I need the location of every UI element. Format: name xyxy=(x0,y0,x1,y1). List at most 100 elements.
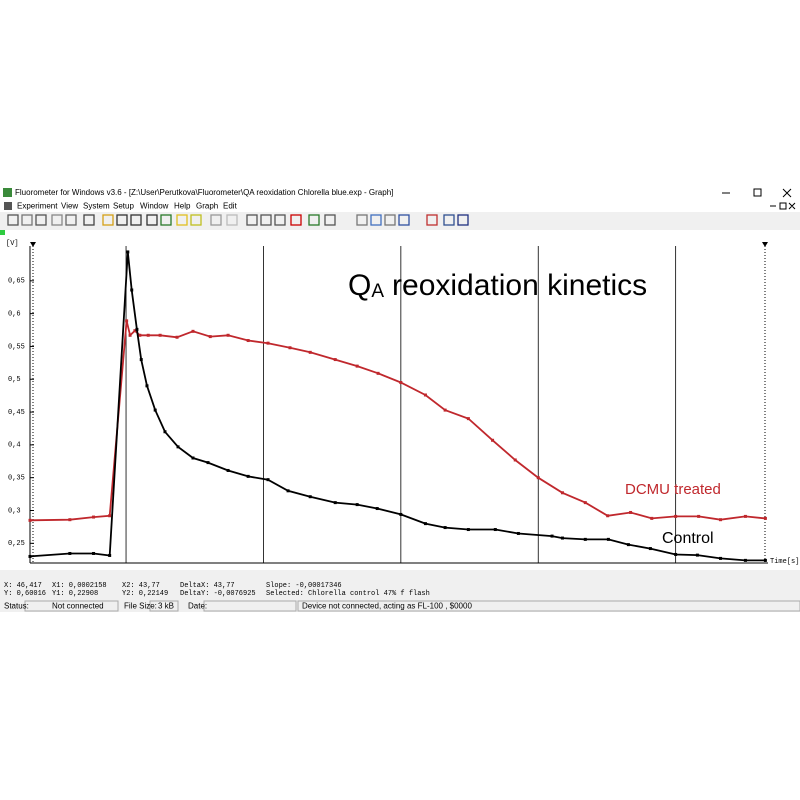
data-point xyxy=(536,476,540,480)
toolbar-button[interactable] xyxy=(102,214,114,226)
toolbar-button[interactable] xyxy=(443,214,455,226)
data-point xyxy=(125,319,129,323)
toolbar-button[interactable] xyxy=(398,214,410,226)
y-tick-label: 0,4 xyxy=(8,442,21,450)
data-point xyxy=(130,288,134,292)
toolbar-button[interactable] xyxy=(190,214,202,226)
toolbar-button[interactable] xyxy=(83,214,95,226)
toolbar-button[interactable] xyxy=(146,214,158,226)
status-text: Device not connected, acting as FL-100 ,… xyxy=(302,602,472,611)
toolbar-button[interactable] xyxy=(116,214,128,226)
chart-title: QA reoxidation kinetics xyxy=(348,269,647,302)
menu-item[interactable]: Edit xyxy=(223,202,238,211)
data-point xyxy=(399,512,403,516)
close-button[interactable] xyxy=(782,188,792,198)
y-tick-label: 0,25 xyxy=(8,540,25,548)
data-point xyxy=(288,346,292,350)
data-point xyxy=(158,333,162,337)
data-point xyxy=(126,250,130,254)
toolbar-button[interactable] xyxy=(370,214,382,226)
data-point xyxy=(208,335,212,339)
y-unit: [V] xyxy=(6,240,19,248)
data-point xyxy=(226,468,230,472)
toolbar-button[interactable] xyxy=(130,214,142,226)
toolbar-button[interactable] xyxy=(176,214,188,226)
cursor-value: Y2: 0,22149 xyxy=(122,590,168,598)
toolbar-button[interactable] xyxy=(160,214,172,226)
menu: Experiment View System Setup Window Help Graph… xyxy=(17,202,238,211)
toolbar-button[interactable] xyxy=(35,214,47,226)
cursor-value: X2: 43,77 xyxy=(122,582,160,590)
status-field xyxy=(203,600,297,612)
cursor-marker[interactable] xyxy=(762,242,768,247)
data-point xyxy=(133,329,137,333)
cursor-value: DeltaY: -0,0076925 xyxy=(180,590,256,598)
menu-item[interactable]: View xyxy=(61,202,78,211)
status-text: Not connected xyxy=(52,602,104,611)
status-bar: Status: Not connected File Size: 3 kB Date: D… xyxy=(0,600,800,612)
toolbar-button[interactable] xyxy=(226,214,238,226)
toolbar-button[interactable] xyxy=(51,214,63,226)
cursor-marker[interactable] xyxy=(30,242,36,247)
data-point xyxy=(138,333,142,337)
info-panel xyxy=(0,571,800,600)
toolbar-button[interactable] xyxy=(356,214,368,226)
data-point xyxy=(513,458,517,462)
data-point xyxy=(145,384,149,388)
menu-item[interactable]: Window xyxy=(140,202,169,211)
y-tick-label: 0,5 xyxy=(8,376,21,384)
data-point xyxy=(206,461,210,465)
toolbar-button[interactable] xyxy=(65,214,77,226)
data-point xyxy=(266,478,270,482)
data-point xyxy=(695,553,699,557)
data-point xyxy=(443,526,447,530)
data-point xyxy=(375,507,379,511)
data-point xyxy=(648,547,652,551)
toolbar-button[interactable] xyxy=(21,214,33,226)
toolbar-button[interactable] xyxy=(246,214,258,226)
data-point xyxy=(286,489,290,493)
mdi-buttons[interactable] xyxy=(770,202,796,210)
menu-item[interactable]: Help xyxy=(174,202,191,211)
toolbar-button[interactable] xyxy=(324,214,336,226)
toolbar-button[interactable] xyxy=(274,214,286,226)
toolbar-button[interactable] xyxy=(260,214,272,226)
toolbar-button[interactable] xyxy=(308,214,320,226)
menu-item[interactable]: Graph xyxy=(196,202,218,211)
data-point xyxy=(376,371,380,375)
menu-item[interactable]: Setup xyxy=(113,202,134,211)
data-point xyxy=(92,551,96,555)
title-bar xyxy=(0,185,800,200)
data-point xyxy=(68,551,72,555)
data-point xyxy=(146,333,150,337)
data-point xyxy=(491,438,495,442)
toolbar-button[interactable] xyxy=(290,214,302,226)
toolbar-button[interactable] xyxy=(426,214,438,226)
status-text: Status: xyxy=(4,602,29,611)
menu-item[interactable]: System xyxy=(83,202,110,211)
data-point xyxy=(466,528,470,532)
data-point xyxy=(108,553,112,557)
x-unit: Time[s] xyxy=(770,558,799,566)
data-point xyxy=(135,327,139,331)
data-point xyxy=(28,554,32,558)
data-point xyxy=(333,501,337,505)
cursor-value: X1: 0,0002158 xyxy=(52,582,107,590)
series-label: DCMU treated xyxy=(625,481,721,498)
title-text: reoxidation kinetics xyxy=(392,269,647,302)
menu-item[interactable]: Experiment xyxy=(17,202,58,211)
toolbar-button[interactable] xyxy=(457,214,469,226)
data-point xyxy=(108,514,112,518)
data-point xyxy=(516,531,520,535)
data-point xyxy=(175,335,179,339)
toolbar-button[interactable] xyxy=(7,214,19,226)
y-tick-label: 0,3 xyxy=(8,507,21,515)
maximize-button[interactable] xyxy=(753,188,762,197)
data-point xyxy=(606,514,610,518)
doc-icon xyxy=(4,202,12,210)
toolbar-button[interactable] xyxy=(210,214,222,226)
toolbar-button[interactable] xyxy=(384,214,396,226)
data-point xyxy=(308,495,312,499)
plot: 0,0010,010,11100,250,30,350,40,450,50,55… xyxy=(8,246,767,582)
